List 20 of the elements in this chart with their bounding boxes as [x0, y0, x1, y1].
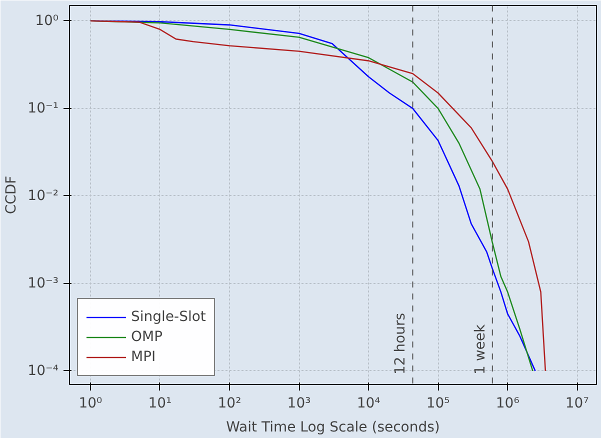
x-tick-label: 10⁴	[356, 396, 381, 412]
x-tick-label: 10²	[218, 396, 242, 412]
x-tick-label: 10⁶	[496, 396, 520, 412]
y-tick-label: 10⁻⁴	[28, 362, 59, 379]
x-tick-label: 10³	[287, 396, 311, 412]
x-tick-label: 10⁵	[426, 396, 450, 412]
x-tick-label: 10¹	[148, 396, 172, 412]
x-tick-label: 10⁷	[565, 396, 589, 412]
y-tick-label: 10⁻³	[28, 275, 59, 292]
ref-line-label: 12 hours	[392, 312, 409, 375]
legend-label: MPI	[131, 349, 156, 365]
y-tick-label: 10⁻¹	[28, 100, 59, 116]
legend-label: OMP	[131, 329, 163, 345]
y-axis-title: CCDF	[4, 176, 20, 214]
y-tick-label: 10⁰	[35, 12, 59, 29]
ref-line-label: 1 week	[472, 323, 488, 375]
x-tick-label: 10⁰	[78, 396, 103, 412]
y-tick-label: 10⁻²	[28, 188, 59, 204]
legend-label: Single-Slot	[131, 309, 206, 325]
x-axis-title: Wait Time Log Scale (seconds)	[226, 420, 440, 436]
